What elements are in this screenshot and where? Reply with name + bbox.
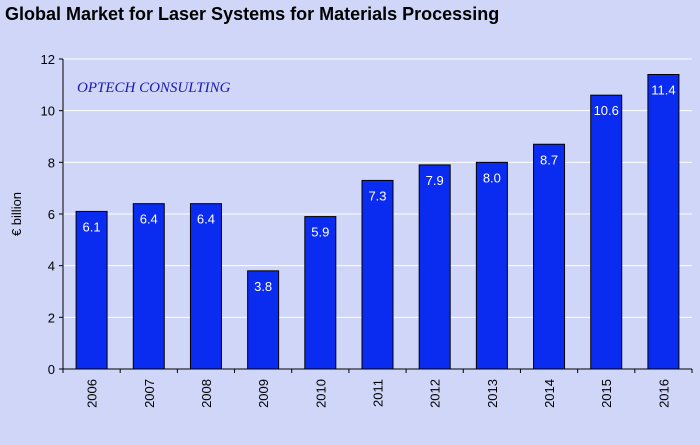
optech-watermark: OPTECH CONSULTING <box>77 80 231 96</box>
data-label: 8.7 <box>540 152 558 167</box>
data-label: 7.9 <box>426 173 444 188</box>
x-tick-label: 2010 <box>313 379 328 408</box>
x-tick-label: 2016 <box>656 379 671 408</box>
chart-title: Global Market for Laser Systems for Mate… <box>5 4 500 24</box>
data-label: 6.1 <box>83 219 101 234</box>
y-tick-label: 4 <box>48 259 55 274</box>
y-tick-label: 12 <box>41 52 55 67</box>
x-tick-label: 2013 <box>485 379 500 408</box>
x-tick-label: 2011 <box>371 379 386 407</box>
bar <box>304 216 337 370</box>
y-tick-label: 0 <box>48 362 55 377</box>
bar <box>132 203 165 370</box>
data-label: 7.3 <box>368 188 386 203</box>
data-label: 8.0 <box>483 170 501 185</box>
bar <box>533 143 566 370</box>
data-label: 6.4 <box>197 212 215 227</box>
labels: 0 2 4 6 8 10 12 6.1 2006 6.4 2007 6.4 2008 3.8 2009 5.9… <box>41 52 676 408</box>
y-axis-title: € billion <box>9 192 24 236</box>
y-tick-label: 10 <box>41 104 55 119</box>
bar <box>247 270 280 370</box>
bars <box>75 74 680 370</box>
x-tick-label: 2007 <box>142 379 157 408</box>
bar <box>189 203 222 370</box>
data-label: 10.6 <box>594 103 619 118</box>
data-label: 6.4 <box>140 212 158 227</box>
x-tick-label: 2006 <box>85 379 100 408</box>
x-tick-label: 2015 <box>599 379 614 408</box>
y-tick-label: 8 <box>48 155 55 170</box>
bar <box>475 161 508 370</box>
bar <box>590 94 623 370</box>
bar <box>361 179 394 370</box>
bar <box>647 74 680 370</box>
bar <box>75 210 108 370</box>
x-tick-label: 2008 <box>199 379 214 408</box>
y-tick-label: 6 <box>48 207 55 222</box>
data-label: 11.4 <box>651 83 675 98</box>
data-label: 5.9 <box>311 225 329 240</box>
bar <box>418 164 451 370</box>
y-tick-label: 2 <box>48 310 55 325</box>
x-tick-label: 2009 <box>256 379 271 408</box>
data-label: 3.8 <box>254 279 272 294</box>
x-tick-label: 2014 <box>542 379 557 408</box>
axes <box>59 58 693 373</box>
x-tick-label: 2012 <box>428 379 443 408</box>
